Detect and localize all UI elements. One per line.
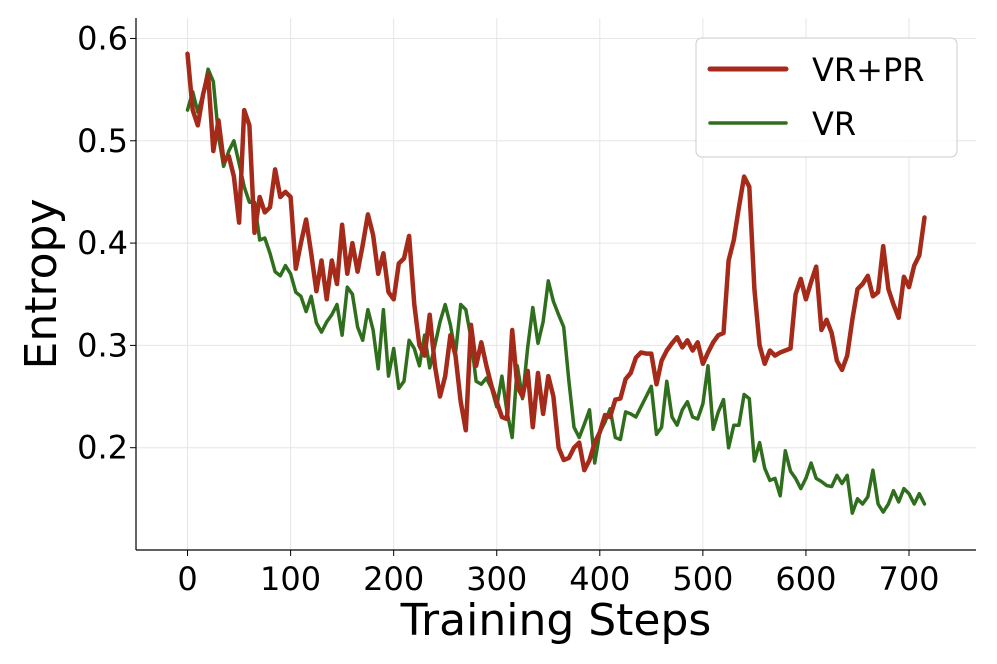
y-tick-label: 0.2 <box>77 429 128 467</box>
y-axis-label: Entropy <box>16 199 67 370</box>
legend: VR+PR VR <box>695 37 958 158</box>
series-lines <box>185 51 927 515</box>
x-tick-label: 0 <box>177 560 197 598</box>
y-tick-label: 0.5 <box>77 122 128 160</box>
axes <box>135 18 976 551</box>
x-tick-label: 200 <box>363 560 424 598</box>
series-line-vr <box>185 67 927 515</box>
y-tick-label: 0.3 <box>77 326 128 364</box>
x-tick-label: 700 <box>878 560 939 598</box>
x-tick-label: 400 <box>569 560 630 598</box>
legend-label-vr-pr: VR+PR <box>812 51 924 89</box>
x-axis-label: Training Steps <box>400 595 712 646</box>
x-tick-label: 300 <box>466 560 527 598</box>
x-tick-label: 100 <box>260 560 321 598</box>
x-tick-label: 500 <box>672 560 733 598</box>
x-tick-label: 600 <box>775 560 836 598</box>
y-tick-label: 0.6 <box>77 19 128 57</box>
y-ticks: 0.2 0.3 0.4 0.5 0.6 <box>77 19 136 467</box>
y-tick-label: 0.4 <box>77 224 128 262</box>
x-ticks: 0 100 200 300 400 500 600 700 <box>177 550 940 598</box>
series-line-vr-pr <box>185 51 927 473</box>
legend-label-vr: VR <box>812 105 856 143</box>
